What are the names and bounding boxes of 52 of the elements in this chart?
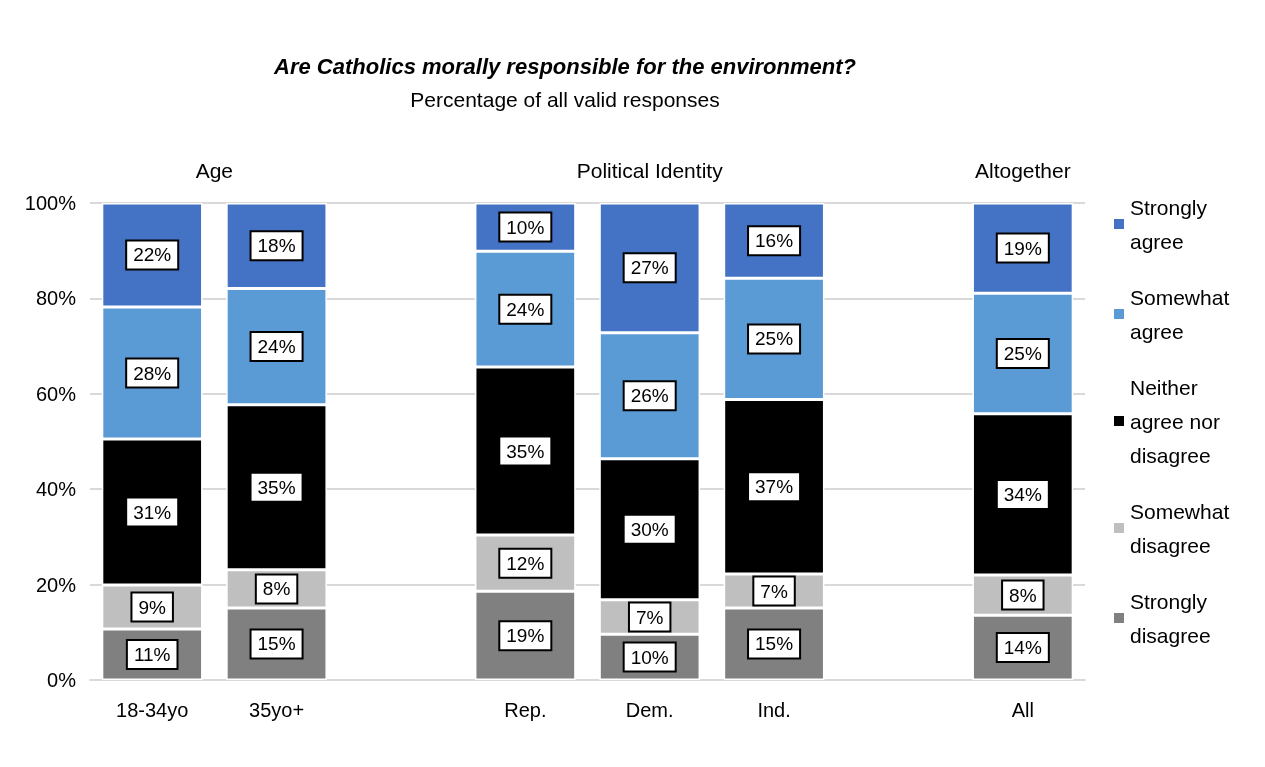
data-label: 15% (257, 633, 296, 655)
data-label: 34% (1003, 483, 1042, 505)
data-label: 19% (506, 625, 545, 647)
legend-label: Neither agree nor disagree (1130, 375, 1226, 467)
data-label: 10% (506, 216, 545, 238)
data-label: 27% (630, 257, 669, 279)
x-tick-label: 18-34yo (116, 699, 189, 721)
data-label: 15% (755, 633, 794, 655)
data-label: 22% (133, 244, 172, 266)
legend-label: Strongly agree (1130, 195, 1213, 253)
x-tick-label: 35yo+ (249, 699, 305, 721)
y-tick-label: 40% (35, 478, 77, 501)
data-label: 35% (506, 440, 545, 462)
data-label: 10% (630, 646, 669, 668)
data-label: 7% (635, 606, 664, 628)
text: Age (195, 159, 234, 182)
y-tick-label: 80% (35, 287, 77, 310)
y-tick-label: 20% (35, 573, 77, 596)
data-label: 16% (755, 230, 794, 252)
data-label: 9% (138, 596, 167, 618)
y-tick-label: 0% (47, 669, 77, 691)
data-label: 26% (630, 385, 669, 407)
legend-label: Somewhat disagree (1130, 499, 1236, 557)
data-label: 8% (1009, 584, 1037, 606)
data-label: 30% (630, 518, 669, 540)
chart-subtitle: Percentage of all valid responses (410, 88, 720, 111)
text: Altogether (974, 159, 1071, 182)
data-label: 37% (755, 476, 794, 498)
data-label: 25% (1003, 342, 1042, 364)
y-tick-label: 60% (35, 382, 77, 405)
legend-label: Somewhat agree (1130, 285, 1236, 343)
data-label: 8% (262, 578, 291, 600)
x-tick-label: Dem. (625, 699, 674, 721)
x-tick-label: Ind. (757, 699, 791, 721)
data-label: 19% (1003, 237, 1042, 259)
data-label: 18% (257, 235, 296, 257)
data-label: 12% (506, 552, 545, 574)
legend-label: Strongly disagree (1130, 589, 1213, 647)
data-label: 14% (1003, 637, 1042, 659)
data-label: 24% (257, 336, 296, 358)
data-label: 35% (257, 476, 296, 498)
y-tick-label: 100% (24, 192, 77, 214)
x-tick-label: All (1011, 699, 1034, 721)
data-label: 28% (133, 362, 172, 384)
text: Political Identity (576, 159, 724, 182)
data-label: 11% (133, 643, 171, 665)
x-tick-label: Rep. (504, 699, 547, 721)
chart-title: Are Catholics morally responsible for the environment? (273, 53, 856, 79)
data-label: 7% (760, 580, 788, 602)
data-label: 31% (133, 501, 172, 523)
data-label: 25% (755, 328, 794, 350)
data-label: 24% (506, 298, 545, 320)
